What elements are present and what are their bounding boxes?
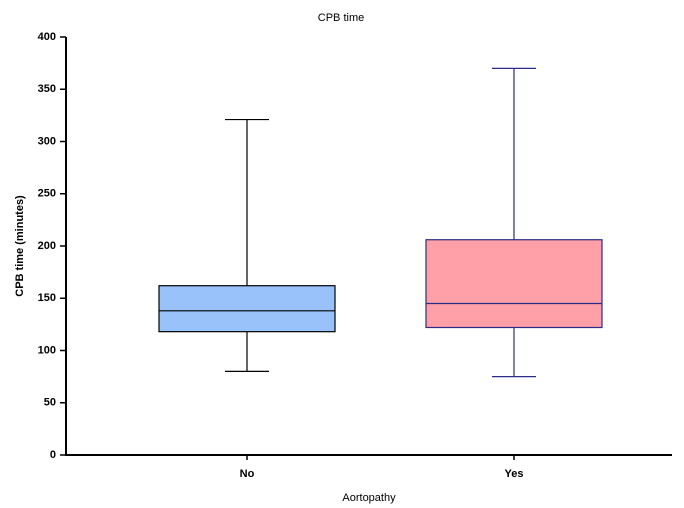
y-axis-label: CPB time (minutes)	[14, 195, 26, 297]
y-tick-label: 150	[38, 292, 56, 304]
y-tick-label: 350	[38, 83, 56, 95]
y-tick-label: 50	[44, 397, 56, 409]
x-axis-label: Aortopathy	[342, 492, 396, 504]
y-tick-label: 100	[38, 344, 56, 356]
y-tick-label: 250	[38, 188, 56, 200]
x-tick-label: No	[240, 468, 255, 480]
box	[158, 285, 336, 333]
chart-title: CPB time	[318, 12, 364, 24]
box	[425, 239, 603, 329]
x-tick-label: Yes	[505, 468, 524, 480]
y-tick-label: 400	[38, 31, 56, 43]
y-tick-label: 0	[50, 449, 56, 461]
y-tick-label: 300	[38, 135, 56, 147]
y-tick-label: 200	[38, 240, 56, 252]
